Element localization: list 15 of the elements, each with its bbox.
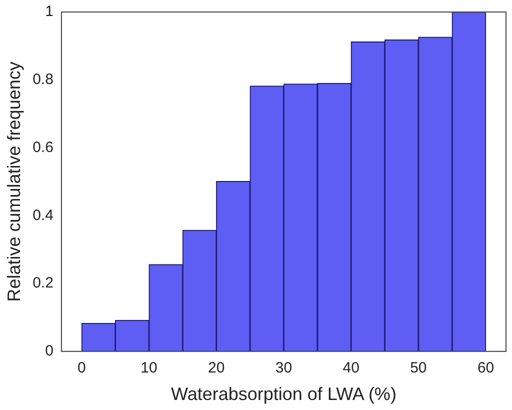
y-tick-label: 0	[45, 342, 54, 360]
y-axis-title: Relative cumulative frequency	[4, 62, 24, 302]
y-tick-label: 0.8	[32, 71, 54, 88]
x-tick-label: 0	[77, 360, 86, 377]
x-tick-label: 20	[208, 360, 225, 377]
x-tick-label: 10	[140, 360, 158, 377]
x-tick-label: 30	[275, 360, 292, 377]
x-tick-label: 40	[342, 360, 360, 377]
x-axis-title: Waterabsorption of LWA (%)	[171, 384, 396, 404]
x-tick-label: 60	[477, 360, 494, 377]
y-tick-label: 0.6	[32, 138, 54, 156]
y-tick-label: 1	[45, 3, 54, 20]
x-tick-label: 50	[410, 360, 427, 377]
y-tick-label: 0.4	[32, 206, 54, 224]
y-tick-label: 0.2	[32, 274, 54, 292]
